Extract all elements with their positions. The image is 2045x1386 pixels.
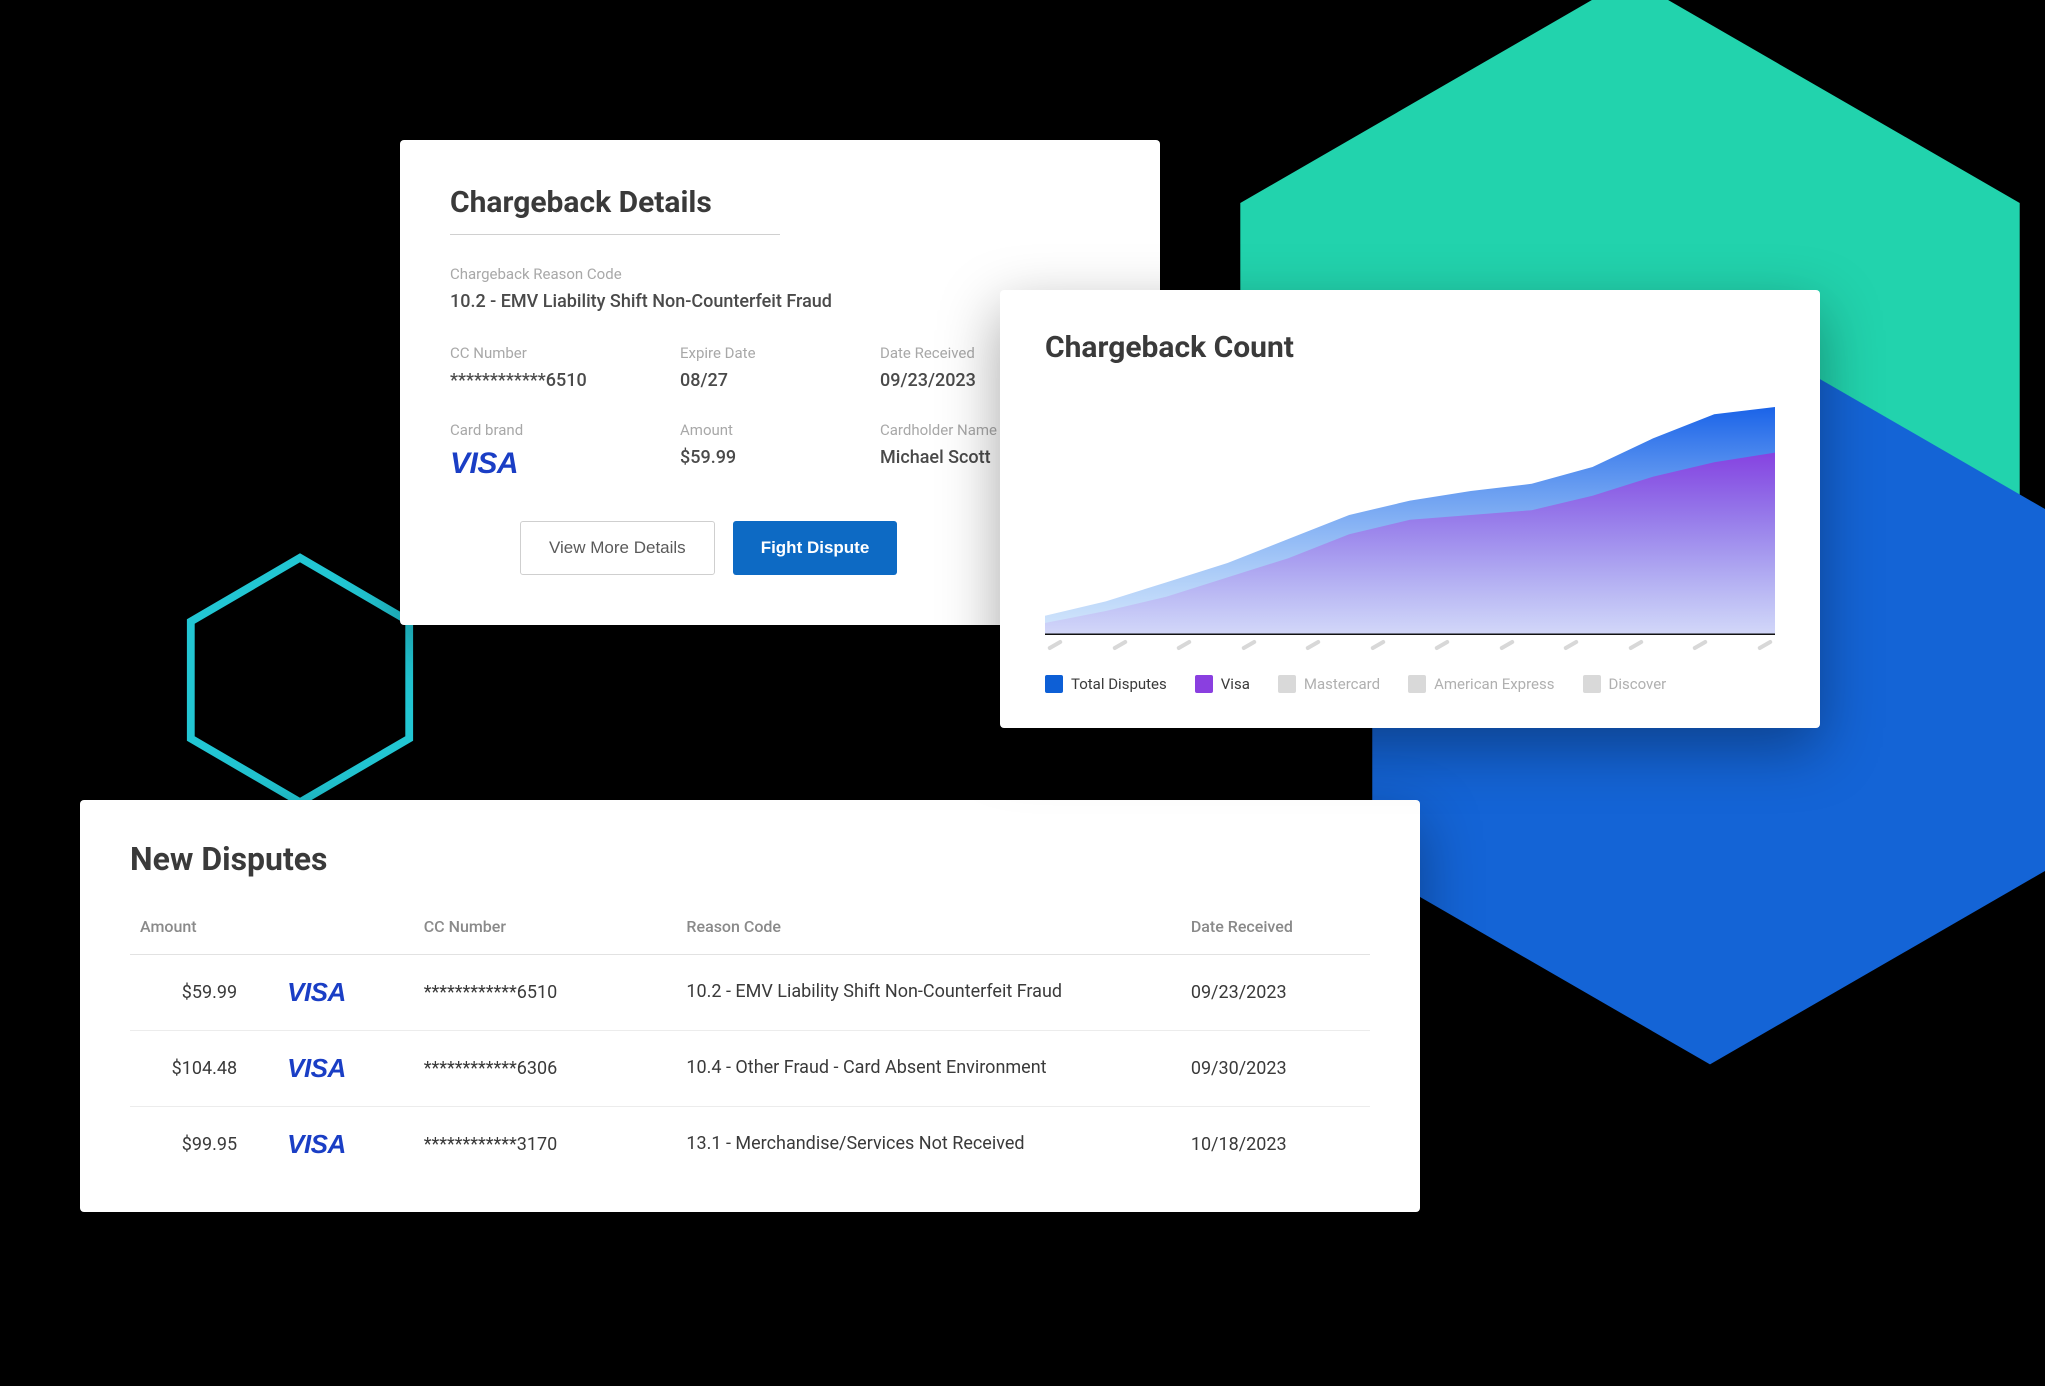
table-row[interactable]: $104.48 VISA ************630610.4 - Other … [130, 1030, 1370, 1106]
new-disputes-title: New Disputes [130, 840, 1370, 878]
chargeback-count-title: Chargeback Count [1045, 330, 1775, 365]
cell-reason: 10.2 - EMV Liability Shift Non-Counterfe… [676, 954, 1180, 1030]
col-header-ccnumber: CC Number [414, 916, 677, 954]
chargeback-details-title: Chargeback Details [450, 185, 1110, 220]
x-tick [1047, 639, 1063, 650]
amount-value: $59.99 [680, 447, 870, 468]
legend-swatch [1278, 675, 1296, 693]
x-tick [1563, 639, 1579, 650]
cell-amount: $59.99 [130, 954, 277, 1030]
cell-brand: VISA [277, 1106, 414, 1182]
cell-brand: VISA [277, 954, 414, 1030]
disputes-table: Amount CC Number Reason Code Date Receiv… [130, 916, 1370, 1182]
chargeback-count-card: Chargeback Count Total Disputes Visa Maste… [1000, 290, 1820, 728]
view-more-details-button[interactable]: View More Details [520, 521, 715, 575]
title-divider [450, 234, 780, 235]
cc-number-label: CC Number [450, 344, 670, 362]
chart-x-ticks [1045, 635, 1775, 647]
x-tick [1112, 639, 1128, 650]
table-row[interactable]: $59.99 VISA ************651010.2 - EMV Lia… [130, 954, 1370, 1030]
cell-ccnumber: ************6306 [414, 1030, 677, 1106]
legend-label: Visa [1221, 675, 1250, 693]
col-header-amount: Amount [130, 916, 277, 954]
new-disputes-card: New Disputes Amount CC Number Reason Cod… [80, 800, 1420, 1212]
area-chart-svg [1045, 395, 1775, 635]
legend-item[interactable]: Visa [1195, 675, 1250, 693]
legend-label: Mastercard [1304, 675, 1380, 693]
cell-date: 09/30/2023 [1181, 1030, 1370, 1106]
expire-date-label: Expire Date [680, 344, 870, 362]
visa-logo-icon: VISA [287, 1053, 346, 1083]
card-brand-label: Card brand [450, 421, 670, 439]
x-tick [1305, 639, 1321, 650]
x-tick [1434, 639, 1450, 650]
col-header-brand-spacer [277, 916, 414, 954]
cell-amount: $99.95 [130, 1106, 277, 1182]
legend-label: American Express [1434, 675, 1554, 693]
table-row[interactable]: $99.95 VISA ************317013.1 - Merchan… [130, 1106, 1370, 1182]
visa-logo-icon: VISA [450, 447, 670, 481]
expire-date-value: 08/27 [680, 370, 870, 391]
visa-logo-icon: VISA [287, 1129, 346, 1159]
legend-swatch [1408, 675, 1426, 693]
x-tick [1499, 639, 1515, 650]
cell-reason: 13.1 - Merchandise/Services Not Received [676, 1106, 1180, 1182]
x-tick [1628, 639, 1644, 650]
legend-item[interactable]: Mastercard [1278, 675, 1380, 693]
cell-ccnumber: ************3170 [414, 1106, 677, 1182]
legend-swatch [1195, 675, 1213, 693]
legend-item[interactable]: American Express [1408, 675, 1554, 693]
cell-date: 10/18/2023 [1181, 1106, 1370, 1182]
x-tick [1757, 639, 1773, 650]
reason-code-label: Chargeback Reason Code [450, 265, 1110, 283]
amount-label: Amount [680, 421, 870, 439]
cell-reason: 10.4 - Other Fraud - Card Absent Environ… [676, 1030, 1180, 1106]
chart-area [1045, 395, 1775, 635]
cc-number-value: ************6510 [450, 370, 670, 391]
chart-legend: Total Disputes Visa Mastercard American Exp… [1045, 675, 1775, 693]
chart-series-1 [1045, 453, 1775, 635]
hexagon-cyan-outline-bg [170, 550, 430, 810]
x-tick [1370, 639, 1386, 650]
legend-label: Discover [1609, 675, 1667, 693]
legend-item[interactable]: Discover [1583, 675, 1667, 693]
col-header-reason: Reason Code [676, 916, 1180, 954]
legend-swatch [1045, 675, 1063, 693]
x-tick [1176, 639, 1192, 650]
x-tick [1692, 639, 1708, 650]
col-header-date: Date Received [1181, 916, 1370, 954]
visa-logo-icon: VISA [287, 977, 346, 1007]
legend-item[interactable]: Total Disputes [1045, 675, 1167, 693]
legend-swatch [1583, 675, 1601, 693]
cell-ccnumber: ************6510 [414, 954, 677, 1030]
x-tick [1241, 639, 1257, 650]
cell-brand: VISA [277, 1030, 414, 1106]
fight-dispute-button[interactable]: Fight Dispute [733, 521, 898, 575]
cell-date: 09/23/2023 [1181, 954, 1370, 1030]
legend-label: Total Disputes [1071, 675, 1167, 693]
cell-amount: $104.48 [130, 1030, 277, 1106]
